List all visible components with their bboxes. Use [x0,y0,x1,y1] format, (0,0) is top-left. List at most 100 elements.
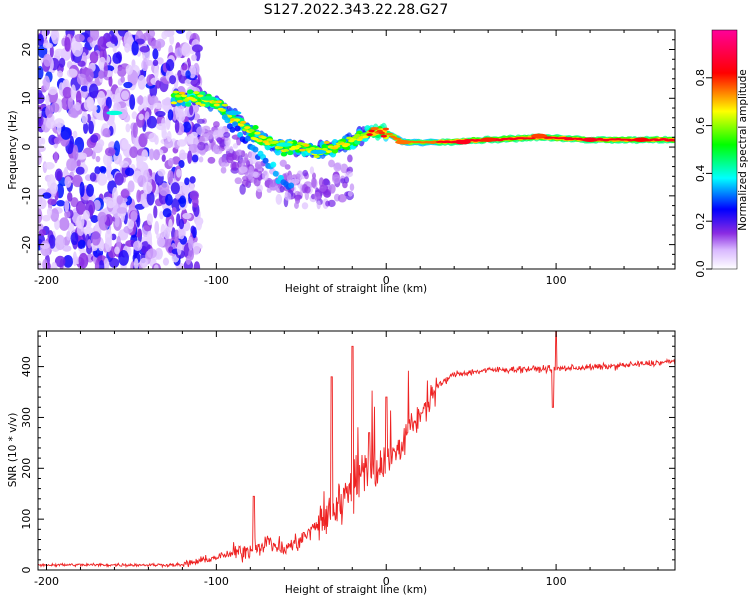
spectrogram-xtick-label: 0 [383,274,390,287]
spectrogram-noise-blob [176,241,182,256]
spectrogram-noise-blob [70,84,77,100]
spectrogram-noise-blob [64,37,71,52]
spectrogram-noise-blob [166,130,172,143]
spectrogram-noise-blob [226,152,234,164]
spectrogram-noise-blob [64,210,71,219]
spectrogram-noise-blob [38,149,41,165]
spectrogram-noise-blob [239,184,246,195]
spectrogram-noise-blob [178,152,190,160]
spectrogram-noise-blob [120,189,130,199]
spectrogram-noise-blob [53,137,61,145]
spectrogram-noise-blob [40,242,50,250]
spectrogram-noise-blob [146,213,153,226]
spectrogram-ridge-cell [191,98,198,102]
spectrogram-noise-blob [45,94,50,108]
spectrogram-noise-blob [102,105,110,122]
spectrogram-noise-blob [131,41,139,56]
spectrogram-noise-blob [232,143,239,149]
snr-ytick-label: 400 [20,356,33,377]
spectrogram-noise-blob [90,214,99,223]
spectrogram-noise-blob [38,44,48,59]
spectrogram-noise-blob [142,181,153,194]
spectrogram-ridge-cell [193,91,200,95]
spectrogram-noise-blob [124,43,131,53]
spectrogram-ridge-cell [199,103,206,107]
spectrogram-noise-blob [114,215,120,228]
spectrogram-noise-blob [196,118,205,124]
spectrogram-hotspot [276,142,293,147]
spectrogram-noise-blob [191,154,199,163]
spectrogram-noise-blob [156,57,164,65]
spectrogram-ridge-cell [323,141,330,144]
spectrogram-hotspot [531,133,548,139]
spectrogram-noise-blob [117,66,127,77]
spectrogram-noise-blob [337,193,347,203]
spectrogram-noise-blob [136,214,141,228]
spectrogram-hotspot [633,137,650,142]
spectrogram-noise-blob [142,32,151,41]
spectrogram-noise-blob [163,139,174,149]
spectrogram-noise-blob [191,54,197,62]
spectrogram-noise-blob [54,255,66,268]
spectrogram-noise-blob [197,141,206,151]
spectrogram-noise-blob [188,236,194,251]
spectrogram-noise-blob [78,252,89,269]
spectrogram-noise-blob [248,165,254,177]
spectrogram-noise-blob [146,190,155,206]
spectrogram-noise-blob [60,127,72,140]
spectrogram-noise-blob [98,259,105,269]
spectrogram-noise-blob [185,70,191,79]
spectrogram-noise-blob [104,147,116,157]
spectrogram-ridge-cell [362,135,369,139]
spectrogram-noise-blob [290,178,300,184]
snr-xtick-label: 100 [546,575,567,588]
spectrogram-noise-blob [38,260,42,269]
spectrogram-noise-blob [174,229,180,241]
spectrogram-ridge-cell [282,148,290,152]
spectrogram-ridge-cell [237,123,245,127]
spectrogram-noise-blob [161,154,166,162]
spectrogram-noise-blob [162,257,170,266]
spectrogram-noise-blob [178,160,185,169]
spectrogram-noise-blob [164,227,171,240]
spectrogram-noise-blob [105,96,112,109]
spectrogram-xlabel: Height of straight line (km) [285,283,427,295]
spectrogram-noise-blob [141,149,149,161]
spectrogram-noise-blob [275,193,283,205]
spectrogram-branch-cell [244,135,251,142]
spectrogram-noise-blob [316,200,321,210]
colorbar-tick-label: 0.4 [694,165,707,183]
spectrogram-noise-blob [74,102,81,111]
spectrogram-noise-blob [58,57,66,68]
spectrogram-noise-blob [72,174,83,188]
snr-ytick-label: 100 [20,509,33,530]
spectrogram-hotspot [454,139,471,145]
spectrogram-noise-blob [90,134,99,143]
spectrogram-noise-blob [157,40,162,52]
spectrogram-noise-blob [80,85,89,92]
spectrogram-ridge-cell [321,147,328,151]
snr-series-line [38,331,675,569]
spectrogram-ytick-label: 0 [20,144,33,151]
spectrogram-noise-blob [144,111,150,120]
spectrogram-noise-blob [174,47,184,58]
spectrogram-noise-blob [168,218,173,233]
spectrogram-noise-blob [244,153,249,164]
colorbar-tick-label: 0.6 [694,117,707,135]
spectrogram-ylabel: Frequency (Hz) [7,110,19,189]
spectrogram-ridge-cell [313,155,320,158]
spectrogram-ridge-cell [180,94,188,98]
spectrogram-ridge-cell [178,91,186,95]
spectrogram-ridge-cell [366,133,373,137]
spectrogram-noise-blob [142,198,148,207]
spectrogram-noise-blob [64,199,70,213]
spectrogram-noise-blob [131,111,138,120]
spectrogram-noise-blob [252,171,260,178]
spectrogram-noise-blob [167,157,174,167]
spectrogram-noise-blob [174,119,180,133]
spectrogram-noise-blob [181,182,190,195]
spectrogram-noise-blob [207,156,216,164]
spectrogram-ridge-cell [256,139,263,143]
spectrogram-noise-blob [129,146,138,159]
spectrogram-noise-blob [217,126,226,137]
